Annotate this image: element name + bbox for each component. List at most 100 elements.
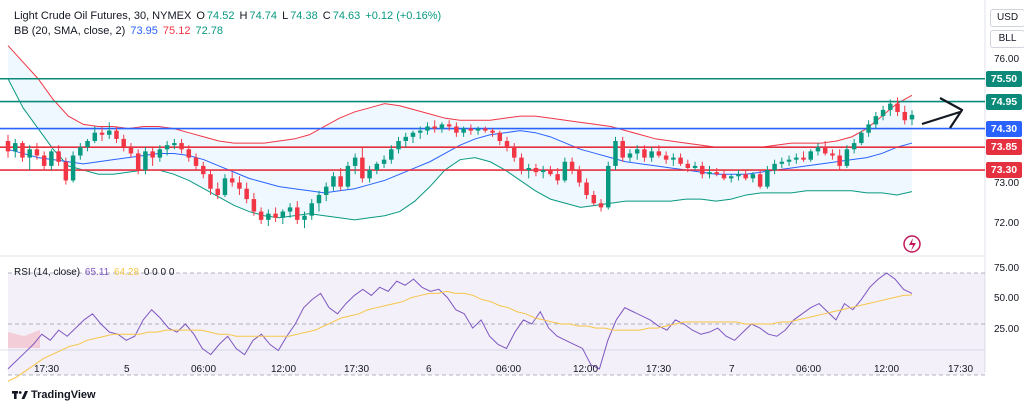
bb-band-fill [8, 45, 912, 220]
candle-body [822, 147, 828, 154]
candle-body [12, 143, 18, 152]
candle-body [765, 170, 770, 187]
lightning-icon [909, 238, 916, 251]
candle-body [186, 149, 192, 158]
candle-body [663, 155, 669, 160]
candle-body [352, 157, 358, 166]
candle-body [613, 141, 618, 166]
candle-body [49, 151, 54, 166]
candle-body [808, 151, 813, 160]
candle-body [497, 132, 503, 141]
candle-body [627, 153, 633, 158]
candle-body [815, 147, 821, 152]
candle-body [5, 141, 11, 152]
candle-body [562, 161, 568, 181]
candle-body [728, 176, 734, 179]
candle-body [439, 124, 445, 129]
rsi-tick-25: 25.00 [994, 324, 1020, 335]
candle-body [85, 141, 90, 148]
bb-upper-value: 75.12 [162, 25, 191, 37]
bb-basis-value: 73.95 [130, 25, 158, 37]
candle-body [323, 186, 329, 195]
candle-body [721, 174, 727, 179]
rsi-value: 65.11 [84, 267, 110, 278]
candle-body [172, 143, 177, 146]
time-tick-label: 06:00 [191, 364, 217, 375]
candle-body [656, 151, 662, 156]
candle-body [374, 163, 380, 171]
time-tick-label: 06:00 [496, 364, 522, 375]
currency-usd-button[interactable]: USD [990, 9, 1024, 27]
candle-body [193, 157, 199, 166]
candle-body [591, 194, 597, 204]
tradingview-logo-icon [12, 391, 28, 400]
candle-body [902, 111, 908, 121]
candle-body [381, 159, 387, 164]
time-tick-label: 5 [124, 364, 130, 375]
time-tick-label: 12:00 [271, 364, 297, 375]
candle-body [309, 203, 314, 216]
bb-legend: BB (20, SMA, close, 2) 73.95 75.12 72.78 [14, 24, 225, 38]
high-label: H [239, 10, 248, 22]
candle-body [504, 141, 510, 148]
candle-body [63, 161, 69, 181]
candle-body [475, 128, 481, 131]
time-tick-label: 06:00 [796, 364, 822, 375]
candle-body [121, 138, 126, 148]
candle-body [244, 188, 249, 200]
candle-body [837, 155, 842, 166]
candle-body [99, 132, 105, 135]
rsi-oversold-fill [8, 330, 40, 348]
candle-body [410, 132, 416, 137]
rsi-ma-line [7, 290, 913, 382]
candle-body [338, 176, 343, 187]
candle-body [866, 124, 871, 133]
tradingview-logo[interactable]: TradingView [12, 389, 96, 401]
candle-body [201, 165, 206, 175]
low-label: L [282, 10, 289, 22]
candle-body [786, 159, 792, 162]
candle-body [295, 207, 300, 220]
candle-body [266, 213, 271, 220]
candle-body [78, 147, 83, 156]
event-badge-icon [903, 235, 921, 253]
candle-body [642, 149, 647, 158]
candle-body [483, 128, 488, 131]
candle-body [273, 213, 278, 218]
price-tick-76: 76.00 [994, 54, 1020, 65]
candle-body [692, 165, 698, 168]
candle-body [548, 170, 553, 175]
candle-body [56, 151, 61, 162]
projection-arrow-head-icon [939, 97, 964, 129]
candle-body [540, 170, 546, 173]
candle-body [280, 211, 286, 218]
unit-bll-button[interactable]: BLL [990, 30, 1024, 48]
candle-body [164, 145, 170, 150]
candle-body [461, 128, 466, 133]
candle-body [620, 141, 625, 158]
candle-body [468, 128, 474, 131]
candle-body [830, 153, 835, 156]
candle-body [446, 124, 452, 127]
symbol-title: Light Crude Oil Futures, 30, NYMEX [14, 10, 192, 22]
candle-body [128, 147, 134, 154]
candle-body [678, 157, 683, 164]
candle-body [454, 126, 459, 133]
candle-body [179, 143, 184, 150]
candle-body [649, 151, 654, 158]
candle-body [20, 143, 25, 158]
candle-body [794, 157, 799, 160]
candle-body [736, 174, 741, 177]
candle-body [671, 157, 676, 160]
candle-body [135, 153, 141, 171]
candle-body [606, 165, 611, 208]
rsi-band-fill [8, 273, 985, 375]
candle-body [569, 161, 575, 171]
candle-body [237, 182, 242, 189]
candle-body [34, 149, 40, 156]
rsi-label: RSI (14, close) [14, 267, 81, 278]
candle-body [432, 126, 437, 129]
rsi-tick-75: 75.00 [994, 263, 1020, 274]
candle-body [577, 170, 582, 183]
